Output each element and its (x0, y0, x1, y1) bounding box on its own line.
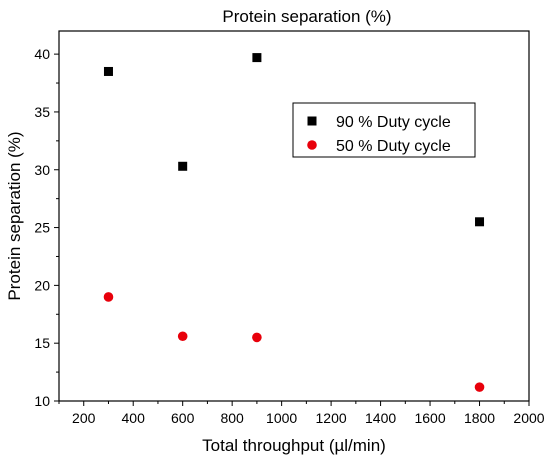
legend-box (292, 102, 476, 158)
y-tick-label: 20 (34, 277, 50, 293)
x-tick-label: 1200 (316, 410, 347, 426)
point-90-duty-cycle (252, 53, 262, 63)
y-tick-label: 15 (34, 335, 50, 351)
plot-frame (58, 30, 530, 402)
point-50-duty-cycle (103, 292, 114, 302)
y-axis: 10 15 20 25 30 35 40 (34, 46, 59, 409)
x-tick-label: 1800 (464, 410, 495, 426)
x-tick-label: 1400 (365, 410, 396, 426)
point-90-duty-cycle (103, 66, 113, 76)
point-50-duty-cycle (474, 382, 485, 392)
x-tick-label: 800 (220, 410, 244, 426)
y-tick-label: 35 (34, 104, 50, 120)
y-tick-label: 30 (34, 162, 50, 178)
y-tick-label: 10 (34, 393, 50, 409)
legend: 90 % Duty cycle 50 % Duty cycle (292, 102, 476, 158)
x-axis: 200 400 600 800 1000 1200 1400 1600 1800 2000 (58, 401, 545, 426)
point-50-duty-cycle (177, 331, 188, 342)
y-tick-label: 40 (34, 46, 50, 62)
y-axis-label: Protein separation (%) (5, 131, 24, 300)
x-tick-label: 200 (72, 410, 96, 426)
y-tick-label: 25 (34, 220, 50, 236)
point-90-duty-cycle (178, 161, 188, 171)
legend-label: 50 % Duty cycle (336, 138, 451, 155)
legend-label: 90 % Duty cycle (336, 114, 451, 131)
x-tick-label: 2000 (513, 410, 544, 426)
x-tick-label: 1000 (266, 410, 297, 426)
legend-marker-circle (307, 140, 317, 150)
legend-marker-square (307, 116, 317, 126)
x-tick-label: 400 (122, 410, 146, 426)
x-tick-label: 1600 (414, 410, 445, 426)
point-50-duty-cycle (252, 332, 262, 343)
chart-title: Protein separation (%) (222, 7, 391, 26)
x-axis-label: Total throughput (µl/min) (202, 436, 386, 455)
data-points (103, 53, 485, 392)
x-tick-label: 600 (171, 410, 195, 426)
point-90-duty-cycle (475, 217, 485, 227)
